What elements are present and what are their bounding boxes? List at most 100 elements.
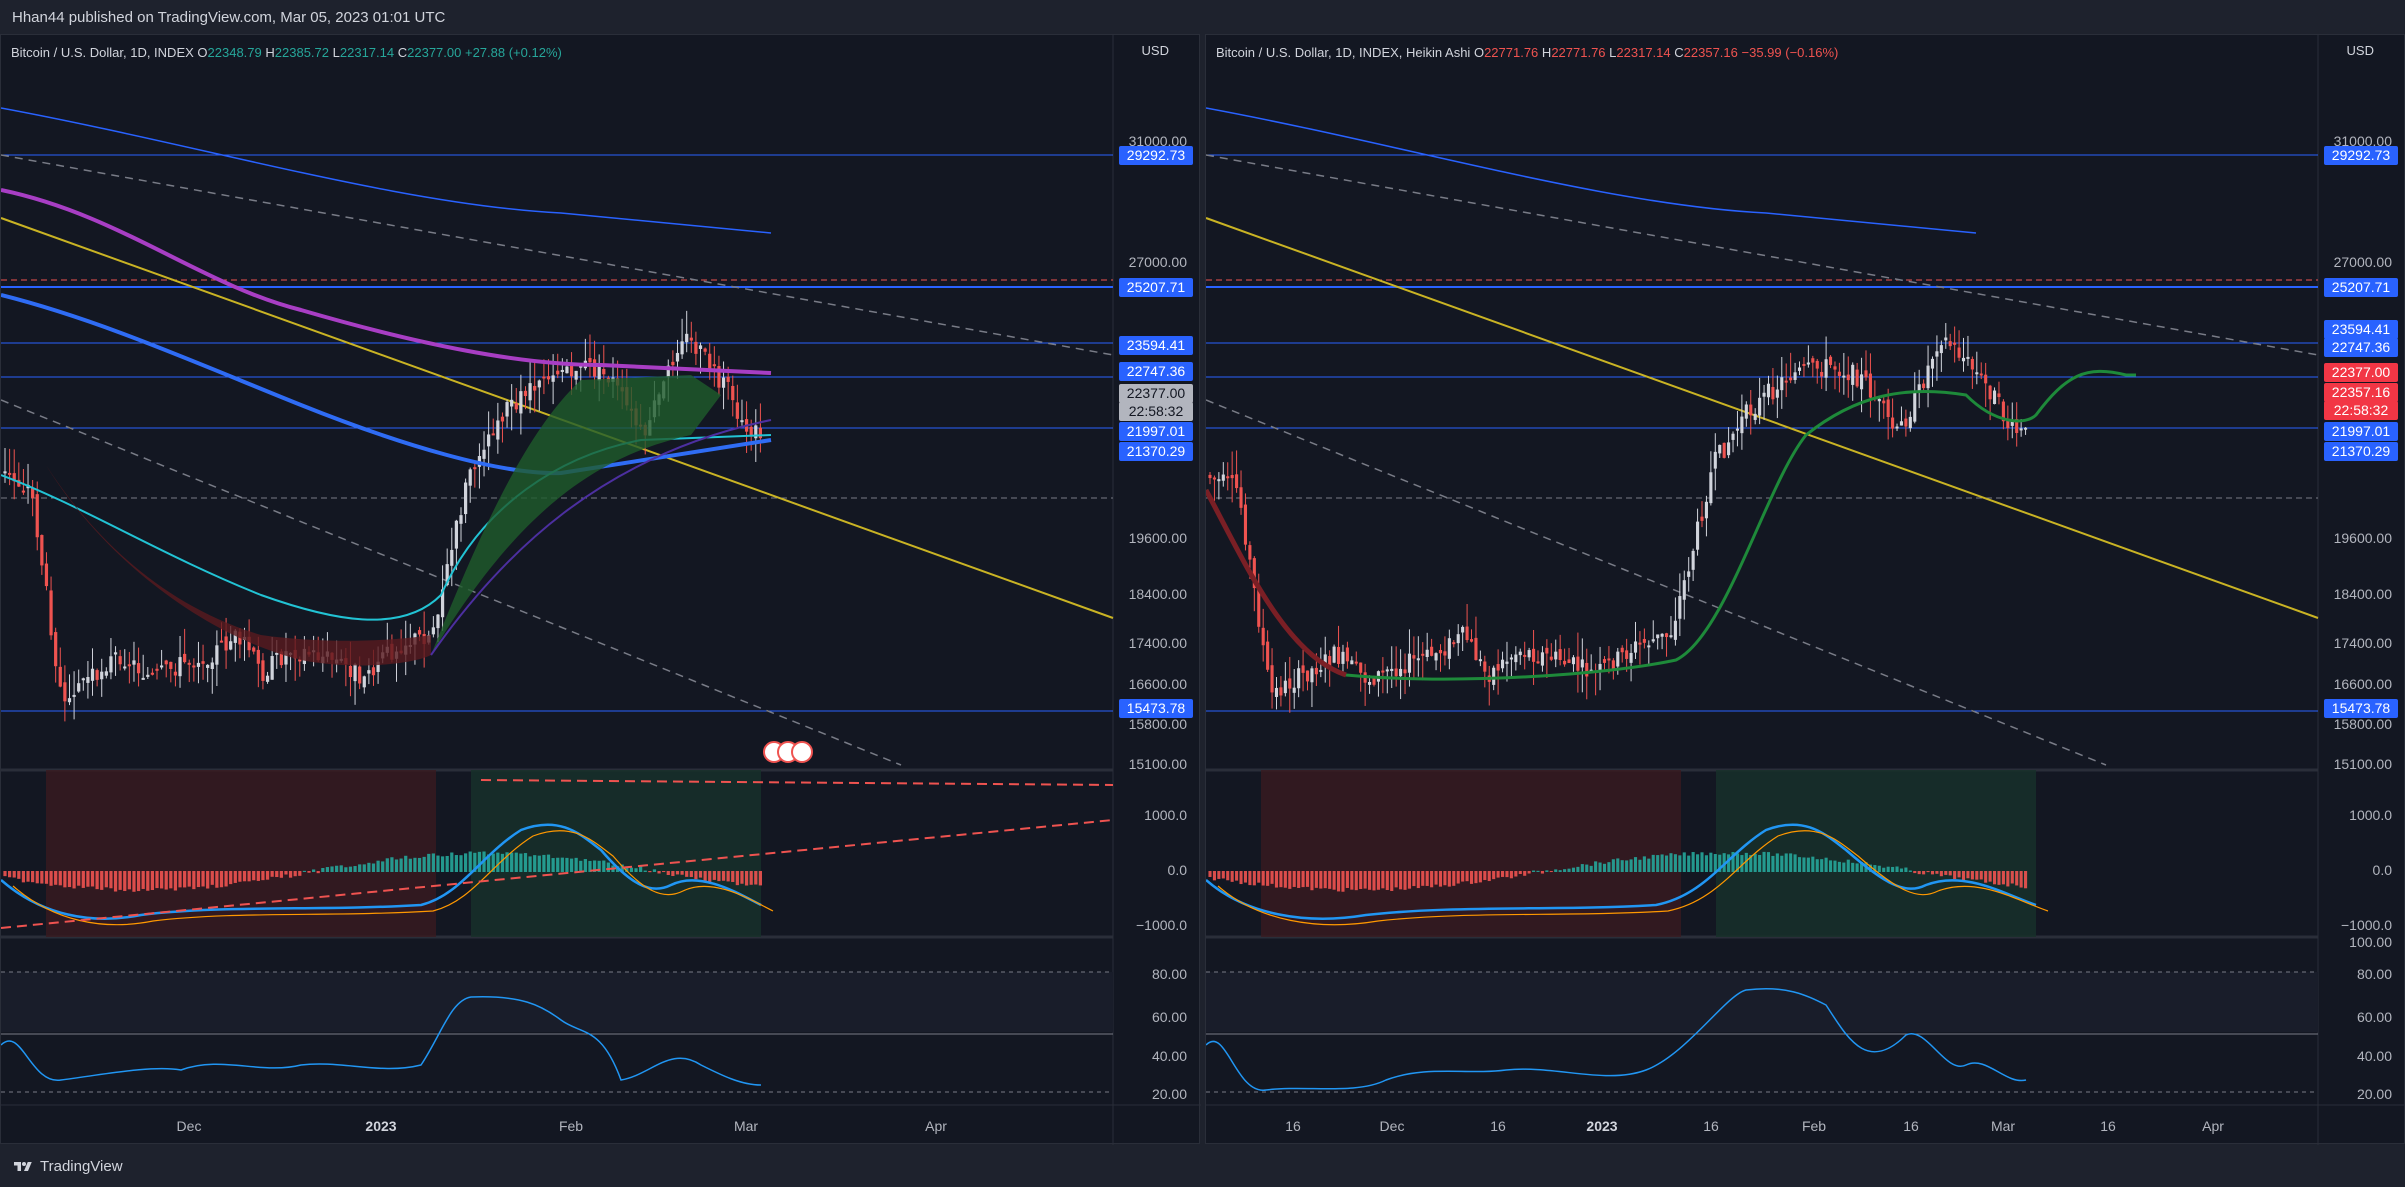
- price-axis-label[interactable]: 19600.00: [2333, 530, 2392, 546]
- tradingview-logo[interactable]: TradingView: [12, 1158, 123, 1175]
- rsi-axis-label[interactable]: 100.00: [2349, 934, 2392, 950]
- price-axis-label[interactable]: 16600.00: [1128, 676, 1187, 692]
- time-axis-label[interactable]: Apr: [2202, 1118, 2224, 1134]
- time-axis-label[interactable]: 16: [1703, 1118, 1719, 1134]
- chart-panel-right[interactable]: Bitcoin / U.S. Dollar, 1D, INDEX, Heikin…: [1205, 34, 2405, 1145]
- price-tag[interactable]: 23594.41: [1119, 336, 1193, 355]
- price-tag[interactable]: 22377.00: [2324, 363, 2398, 382]
- price-axis-label[interactable]: 15100.00: [2333, 756, 2392, 772]
- rsi-axis-label[interactable]: 40.00: [2356, 1048, 2392, 1064]
- candle-body: [1656, 634, 1660, 639]
- price-tag[interactable]: 22377.00: [1119, 384, 1193, 403]
- time-axis-label[interactable]: Mar: [1990, 1118, 2016, 1134]
- symbol-title[interactable]: Bitcoin / U.S. Dollar, 1D, INDEX: [11, 45, 194, 60]
- price-axis-label[interactable]: 31000.00: [2333, 133, 2392, 149]
- price-axis-label[interactable]: 18400.00: [1128, 586, 1187, 602]
- symbol-title[interactable]: Bitcoin / U.S. Dollar, 1D, INDEX, Heikin…: [1216, 45, 1471, 60]
- price-tag[interactable]: 22747.36: [1119, 362, 1193, 381]
- candle-body: [1328, 656, 1332, 666]
- price-tag[interactable]: 22357.16: [2324, 383, 2398, 402]
- time-axis-label[interactable]: Mar: [733, 1118, 759, 1134]
- price-tag[interactable]: 15473.78: [1119, 699, 1193, 718]
- currency-label[interactable]: USD: [1141, 43, 1169, 58]
- rsi-axis-label[interactable]: 40.00: [1151, 1048, 1187, 1064]
- macd-histogram-bar: [1478, 871, 1482, 883]
- time-axis-label[interactable]: 16: [1903, 1118, 1919, 1134]
- candle-body: [1217, 479, 1221, 482]
- rsi-axis-label[interactable]: 80.00: [2356, 966, 2392, 982]
- macd-line: [1, 823, 762, 920]
- price-axis-label[interactable]: 17400.00: [2333, 635, 2392, 651]
- price-axis-label[interactable]: 16600.00: [2333, 676, 2392, 692]
- rsi-axis-label[interactable]: 20.00: [1151, 1086, 1187, 1102]
- candle-body: [261, 660, 265, 681]
- macd-axis-label[interactable]: 1000.0: [2349, 807, 2392, 823]
- macd-axis-label[interactable]: 1000.0: [1144, 807, 1187, 823]
- macd-histogram-bar: [417, 857, 422, 872]
- candle-body: [1443, 651, 1447, 656]
- macd-histogram-bar: [1571, 867, 1576, 872]
- macd-histogram-bar: [1984, 871, 1988, 883]
- macd-axis-label[interactable]: −1000.0: [2341, 917, 2392, 933]
- price-tag[interactable]: 29292.73: [1119, 146, 1193, 165]
- chart-panel-left[interactable]: Bitcoin / U.S. Dollar, 1D, INDEX O22348.…: [0, 34, 1201, 1145]
- price-axis-label[interactable]: 27000.00: [2333, 254, 2392, 270]
- chart-canvas-right[interactable]: [1206, 35, 2405, 1145]
- price-tag[interactable]: 25207.71: [2324, 278, 2398, 297]
- price-tag[interactable]: 22:58:32: [1119, 402, 1193, 421]
- rsi-axis-label[interactable]: 20.00: [2356, 1086, 2392, 1102]
- candle-body: [510, 399, 514, 407]
- price-tag[interactable]: 22747.36: [2324, 338, 2398, 357]
- macd-axis-label[interactable]: 0.0: [1167, 862, 1187, 878]
- price-tag[interactable]: 21370.29: [1119, 442, 1193, 461]
- macd-histogram-bar: [1235, 871, 1239, 881]
- price-tag[interactable]: 25207.71: [1119, 278, 1193, 297]
- time-axis-label[interactable]: Feb: [1801, 1118, 1827, 1134]
- price-axis-label[interactable]: 27000.00: [1128, 254, 1187, 270]
- purple-ma: [430, 419, 772, 656]
- candle-body: [1292, 687, 1296, 693]
- candle-body: [81, 678, 85, 681]
- time-axis-label[interactable]: Feb: [558, 1118, 584, 1134]
- time-axis-label[interactable]: Apr: [925, 1118, 947, 1134]
- price-axis-label[interactable]: 19600.00: [1128, 530, 1187, 546]
- price-tag[interactable]: 29292.73: [2324, 146, 2398, 165]
- candle-body: [229, 641, 233, 650]
- time-axis-label[interactable]: Dec: [176, 1118, 202, 1134]
- price-tag[interactable]: 23594.41: [2324, 320, 2398, 339]
- time-axis-label[interactable]: 16: [1490, 1118, 1506, 1134]
- macd-axis-label[interactable]: −1000.0: [1136, 917, 1187, 933]
- candle-body: [537, 380, 541, 388]
- price-axis-label[interactable]: 15800.00: [2333, 716, 2392, 732]
- rsi-axis-label[interactable]: 80.00: [1151, 966, 1187, 982]
- time-axis-label[interactable]: 2023: [1586, 1118, 1618, 1134]
- events-markers[interactable]: [763, 741, 813, 763]
- price-tag[interactable]: 21370.29: [2324, 442, 2398, 461]
- rsi-axis-label[interactable]: 60.00: [2356, 1009, 2392, 1025]
- time-axis-label[interactable]: Dec: [1379, 1118, 1405, 1134]
- price-tag[interactable]: 15473.78: [2324, 699, 2398, 718]
- event-flag-icon[interactable]: [791, 741, 813, 763]
- magenta-ma: [1, 188, 772, 375]
- price-tag[interactable]: 21997.01: [2324, 422, 2398, 441]
- macd-histogram-bar: [1416, 871, 1420, 889]
- price-axis-label[interactable]: 17400.00: [1128, 635, 1187, 651]
- price-axis-label[interactable]: 15800.00: [1128, 716, 1187, 732]
- macd-histogram-bar: [1642, 856, 1646, 872]
- currency-label[interactable]: USD: [2346, 43, 2374, 58]
- price-tag[interactable]: 22:58:32: [2324, 401, 2398, 420]
- price-axis-label[interactable]: 18400.00: [2333, 586, 2392, 602]
- time-axis-label[interactable]: 16: [1285, 1118, 1301, 1134]
- time-axis-label[interactable]: 16: [2100, 1118, 2116, 1134]
- price-axis-label[interactable]: 31000.00: [1128, 133, 1187, 149]
- candle-body: [1961, 357, 1966, 362]
- price-tag[interactable]: 21997.01: [1119, 422, 1193, 441]
- chart-canvas-left[interactable]: [1, 35, 1201, 1145]
- rsi-axis-label[interactable]: 60.00: [1151, 1009, 1187, 1025]
- time-axis-label[interactable]: 2023: [365, 1118, 397, 1134]
- macd-histogram-bar: [556, 857, 560, 872]
- price-axis-label[interactable]: 15100.00: [1128, 756, 1187, 772]
- macd-histogram-bar: [1399, 871, 1403, 890]
- macd-histogram-bar: [445, 855, 449, 872]
- macd-axis-label[interactable]: 0.0: [2372, 862, 2392, 878]
